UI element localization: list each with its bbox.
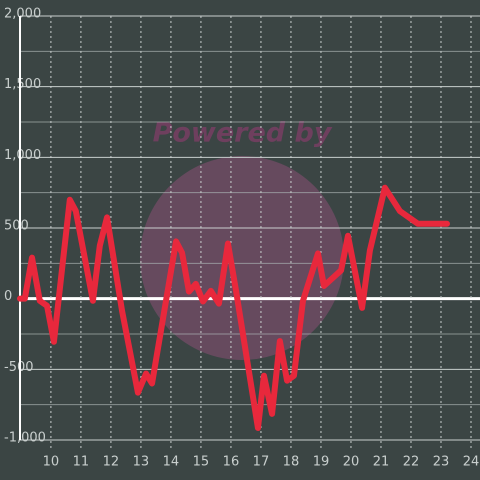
x-tick-label: 12 [103,455,120,470]
x-tick-label: 13 [133,455,150,470]
x-tick-label: 16 [223,455,240,470]
x-tick-label: 23 [433,455,450,470]
x-tick-label: 11 [73,455,90,470]
x-tick-label: 19 [313,455,330,470]
x-tick-label: 20 [343,455,360,470]
x-tick-label: 18 [283,455,300,470]
x-tick-label: 21 [373,455,390,470]
data-line [17,184,450,431]
y-tick-label: 1,500 [4,77,41,92]
watermark-logo [140,156,344,360]
y-tick-label: -1,000 [4,431,46,446]
watermark: Powered by [153,118,333,149]
y-tick-label: 2,000 [4,7,41,22]
x-tick-label: 24 [463,455,480,470]
x-tick-label: 17 [253,455,270,470]
x-tick-label: 14 [163,455,180,470]
y-tick-label: 0 [4,289,12,304]
y-tick-label: -500 [4,360,34,375]
x-tick-label: 15 [193,455,210,470]
y-tick-label: 500 [4,219,29,234]
y-tick-label: 1,000 [4,148,41,163]
x-tick-label: 22 [403,455,420,470]
x-tick-label: 10 [43,455,60,470]
